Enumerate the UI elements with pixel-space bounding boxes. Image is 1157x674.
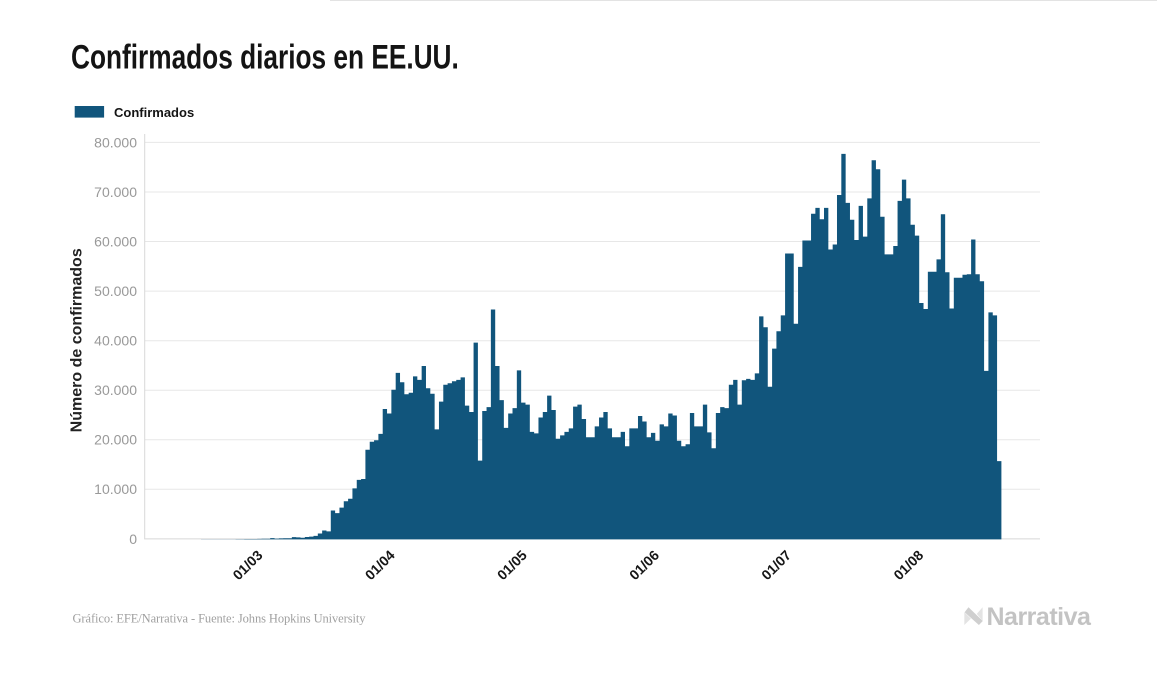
svg-text:Narrativa: Narrativa [987, 603, 1092, 631]
svg-text:80.000: 80.000 [94, 134, 137, 150]
svg-text:10.000: 10.000 [94, 481, 137, 497]
svg-text:Número de confirmados: Número de confirmados [69, 248, 86, 432]
svg-text:20.000: 20.000 [94, 432, 137, 448]
svg-text:30.000: 30.000 [94, 382, 137, 398]
svg-text:Confirmados: Confirmados [114, 105, 194, 120]
svg-text:50.000: 50.000 [94, 283, 137, 299]
svg-text:Confirmados diarios en EE.UU.: Confirmados diarios en EE.UU. [71, 39, 459, 76]
svg-text:70.000: 70.000 [94, 184, 137, 200]
svg-text:0: 0 [129, 531, 137, 547]
svg-text:60.000: 60.000 [94, 233, 137, 249]
svg-text:Gráfico: EFE/Narrativa - Fuent: Gráfico: EFE/Narrativa - Fuente: Johns H… [73, 612, 367, 626]
svg-text:40.000: 40.000 [94, 333, 137, 349]
